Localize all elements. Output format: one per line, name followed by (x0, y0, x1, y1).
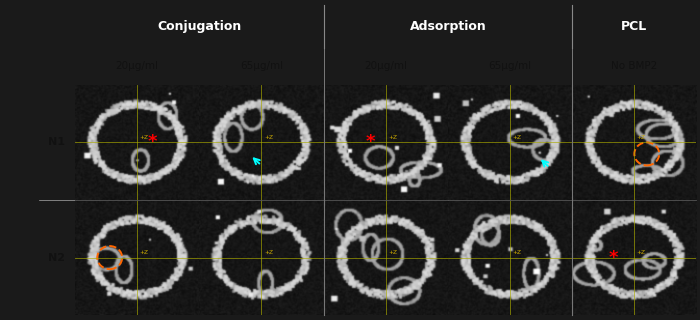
Text: 65μg/ml: 65μg/ml (489, 61, 531, 71)
Text: +Z: +Z (264, 250, 273, 255)
Text: N1: N1 (48, 137, 65, 148)
Text: 65μg/ml: 65μg/ml (240, 61, 283, 71)
Text: Conjugation: Conjugation (157, 20, 242, 33)
Text: +Z: +Z (389, 135, 397, 140)
Text: No BMP2: No BMP2 (611, 61, 657, 71)
Text: +Z: +Z (637, 250, 646, 255)
Text: +Z: +Z (264, 135, 273, 140)
Text: *: * (147, 133, 157, 151)
Text: Adsorption: Adsorption (410, 20, 486, 33)
Text: *: * (366, 133, 375, 151)
Text: +Z: +Z (512, 135, 522, 140)
Text: +Z: +Z (139, 135, 148, 140)
Text: +Z: +Z (389, 250, 397, 255)
Text: *: * (608, 249, 618, 267)
Text: N2: N2 (48, 252, 65, 263)
Text: +Z: +Z (637, 135, 646, 140)
Text: 20μg/ml: 20μg/ml (116, 61, 159, 71)
Text: 20μg/ml: 20μg/ml (364, 61, 407, 71)
Text: PCL: PCL (621, 20, 648, 33)
Text: +Z: +Z (512, 250, 522, 255)
Text: +Z: +Z (139, 250, 148, 255)
